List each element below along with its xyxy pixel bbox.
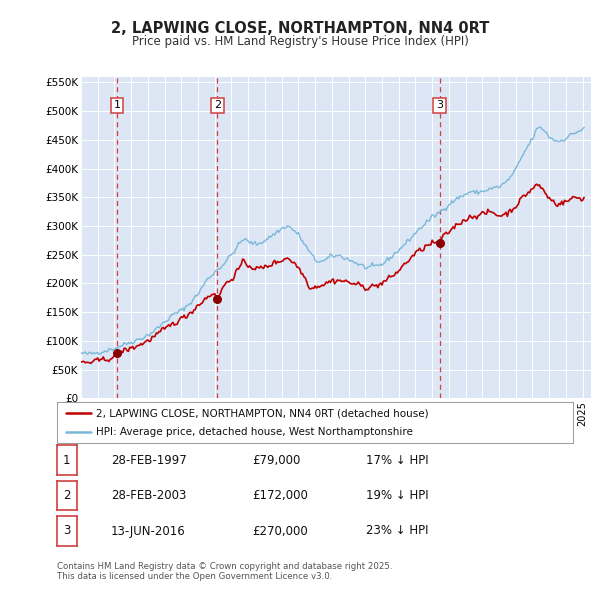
Text: 13-JUN-2016: 13-JUN-2016 [111,525,186,537]
Text: 3: 3 [63,525,71,537]
Text: 19% ↓ HPI: 19% ↓ HPI [366,489,428,502]
Text: Price paid vs. HM Land Registry's House Price Index (HPI): Price paid vs. HM Land Registry's House … [131,35,469,48]
Text: £79,000: £79,000 [252,454,301,467]
Text: 28-FEB-1997: 28-FEB-1997 [111,454,187,467]
Text: 2, LAPWING CLOSE, NORTHAMPTON, NN4 0RT (detached house): 2, LAPWING CLOSE, NORTHAMPTON, NN4 0RT (… [96,408,428,418]
Text: 2: 2 [214,100,221,110]
Text: HPI: Average price, detached house, West Northamptonshire: HPI: Average price, detached house, West… [96,427,413,437]
Text: 23% ↓ HPI: 23% ↓ HPI [366,525,428,537]
Text: £172,000: £172,000 [252,489,308,502]
Text: 28-FEB-2003: 28-FEB-2003 [111,489,187,502]
Text: 2, LAPWING CLOSE, NORTHAMPTON, NN4 0RT: 2, LAPWING CLOSE, NORTHAMPTON, NN4 0RT [111,21,489,35]
Text: Contains HM Land Registry data © Crown copyright and database right 2025.
This d: Contains HM Land Registry data © Crown c… [57,562,392,581]
Text: 3: 3 [436,100,443,110]
Text: £270,000: £270,000 [252,525,308,537]
Text: 1: 1 [63,454,71,467]
Text: 17% ↓ HPI: 17% ↓ HPI [366,454,428,467]
Text: 1: 1 [113,100,121,110]
Text: 2: 2 [63,489,71,502]
